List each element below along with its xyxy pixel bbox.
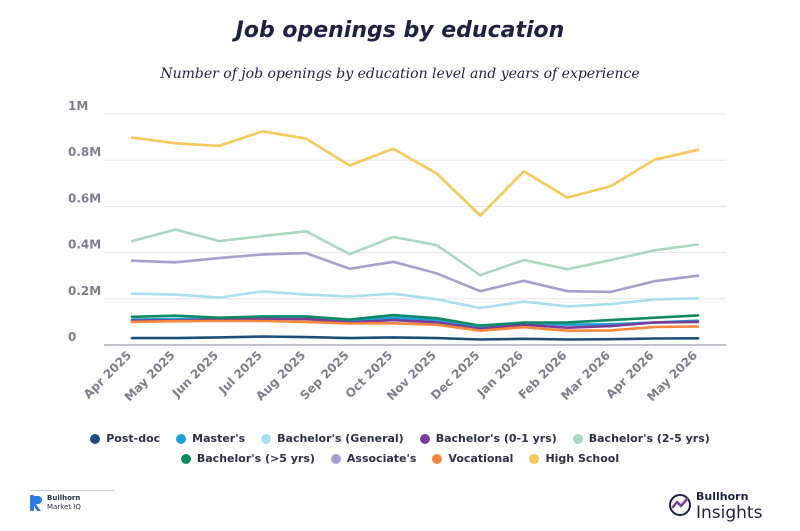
series-line-bachelor-s-0-1-yrs: [130, 317, 700, 331]
chart-title: Job openings by education: [235, 18, 565, 43]
x-tick-label: Jun 2025: [169, 348, 221, 400]
legend-row-2: Bachelor's (>5 yrs) Associate's Vocational…: [0, 452, 800, 465]
y-axis-ticks: 0 0.2M 0.4M 0.6M 0.8M 1M: [68, 99, 101, 344]
y-tick-label: 0.4M: [68, 238, 101, 252]
bullhorn-insights-logo: Bullhorn Insights: [668, 488, 762, 522]
legend-swatch: [419, 433, 430, 444]
y-tick-label: 0.8M: [68, 145, 101, 159]
legend-item: Bachelor's (0-1 yrs): [419, 432, 557, 445]
left-logo-brand: Bullhorn: [47, 494, 81, 502]
legend-label: Vocational: [448, 452, 514, 465]
legend-swatch: [529, 453, 540, 464]
legend-label: High School: [545, 452, 620, 465]
y-tick-label: 0.6M: [68, 191, 101, 205]
legend-label: Master's: [192, 432, 246, 445]
legend-swatch: [176, 433, 187, 444]
legend-swatch: [180, 453, 191, 464]
y-tick-label: 1M: [68, 99, 88, 113]
series-line-vocational: [130, 319, 700, 333]
legend-item: Post-doc: [90, 432, 160, 445]
legend-item: Associate's: [330, 452, 417, 465]
legend-label: Bachelor's (0-1 yrs): [435, 432, 557, 445]
right-logo-product: Insights: [696, 503, 763, 523]
series-line-high-school: [130, 130, 700, 217]
legend-item: High School: [529, 452, 619, 465]
legend-label: Bachelor's (>5 yrs): [196, 452, 315, 465]
legend-item: Bachelor's (>5 yrs): [180, 452, 315, 465]
series-line-bachelor-s-2-5-yrs: [130, 228, 700, 277]
market-iq-icon: [30, 495, 42, 511]
series-line-bachelor-s-5-yrs: [130, 313, 700, 327]
legend-row-1: Post-doc Master's Bachelor's (General) Bach…: [0, 432, 800, 445]
legend-swatch: [261, 433, 272, 444]
left-logo-product: Market IQ: [47, 503, 81, 511]
legend-item: Bachelor's (General): [261, 432, 404, 445]
series-line-associate-s: [130, 251, 700, 294]
y-tick-label: 0: [68, 330, 76, 344]
legend-swatch: [330, 453, 341, 464]
legend-item: Master's: [176, 432, 245, 445]
legend-swatch: [90, 433, 101, 444]
legend-label: Bachelor's (General): [277, 432, 404, 445]
legend-item: Vocational: [432, 452, 513, 465]
legend-item: Bachelor's (2-5 yrs): [572, 432, 710, 445]
legend-swatch: [572, 433, 583, 444]
legend-swatch: [432, 453, 443, 464]
right-logo-brand: Bullhorn: [696, 490, 749, 503]
y-tick-label: 0.2M: [68, 284, 101, 298]
bullhorn-market-iq-logo: Bullhorn Market IQ: [30, 490, 114, 512]
logo-divider: [30, 490, 114, 491]
series-line-post-doc: [130, 335, 700, 341]
series-line-bachelor-s-general: [130, 290, 700, 310]
legend-label: Associate's: [346, 452, 417, 465]
series-lines: [130, 130, 700, 341]
chart-subtitle: Number of job openings by education leve…: [160, 66, 640, 82]
insights-icon: [668, 491, 692, 519]
grid-lines: [104, 113, 726, 346]
legend-label: Post-doc: [106, 432, 161, 445]
legend-label: Bachelor's (2-5 yrs): [588, 432, 710, 445]
